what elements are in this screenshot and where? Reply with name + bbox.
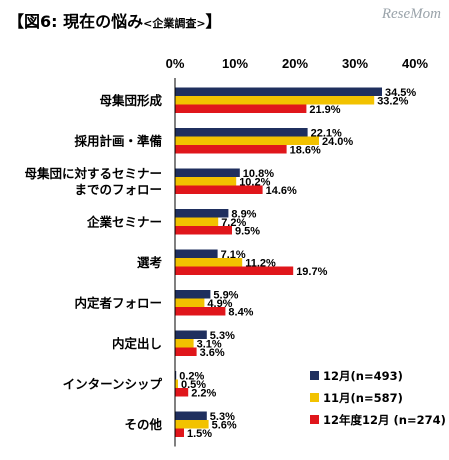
data-label: 5.9%: [213, 289, 238, 301]
legend-swatch: [310, 415, 319, 424]
data-label: 5.3%: [210, 411, 235, 423]
bar: [175, 258, 243, 267]
data-label: 10.8%: [243, 168, 274, 180]
category-label: その他: [124, 417, 162, 432]
legend-label: 11月(n=587): [323, 391, 403, 405]
data-label: 34.5%: [385, 87, 416, 99]
chart-title: 【図6: 現在の悩み<企業調査>】: [8, 8, 222, 32]
x-tick-label: 30%: [342, 56, 368, 71]
bar: [175, 266, 294, 275]
data-label: 24.0%: [322, 136, 353, 148]
legend-swatch: [310, 371, 319, 380]
bar: [175, 330, 207, 339]
category-label: 内定者フォロー: [74, 295, 162, 310]
category-label: インターンシップ: [63, 376, 163, 391]
category-label: 内定出し: [112, 336, 162, 351]
bar: [175, 87, 382, 96]
bar: [175, 217, 219, 226]
bar: [175, 388, 189, 397]
bar: [175, 209, 229, 218]
data-label: 22.1%: [311, 127, 342, 139]
bar: [175, 249, 218, 258]
data-label: 0.2%: [179, 370, 204, 382]
x-tick-label: 0%: [166, 56, 185, 71]
bar: [175, 339, 194, 348]
chart-title-sub: <企業調査>: [143, 17, 206, 30]
bar: [175, 136, 319, 145]
bar: [175, 145, 287, 154]
bar: [175, 168, 240, 177]
category-label: 企業セミナー: [86, 214, 162, 229]
bar: [175, 185, 263, 194]
x-tick-label: 20%: [282, 56, 308, 71]
data-label: 11.2%: [245, 257, 276, 269]
data-label: 5.3%: [210, 330, 235, 342]
data-label: 18.6%: [290, 144, 321, 156]
data-label: 3.6%: [200, 347, 225, 359]
x-tick-label: 40%: [402, 56, 428, 71]
bar: [175, 420, 209, 429]
category-label: 採用計画・準備: [74, 133, 162, 148]
legend-label: 12月(n=493): [323, 369, 403, 383]
bar: [175, 96, 375, 105]
data-label: 1.5%: [187, 428, 212, 440]
category-label: 選考: [137, 255, 162, 270]
data-label: 19.7%: [296, 266, 327, 278]
data-label: 8.4%: [228, 306, 253, 318]
x-tick-label: 10%: [222, 56, 248, 71]
bar: [175, 128, 308, 137]
bar: [175, 226, 232, 235]
category-label: までのフォロー: [74, 182, 162, 197]
bar: [175, 307, 226, 316]
resemom-watermark: ReseMom: [381, 6, 441, 22]
data-label: 3.1%: [197, 338, 222, 350]
data-label: 9.5%: [235, 225, 260, 237]
legend-label: 12年度12月 (n=274): [323, 413, 446, 427]
data-label: 8.9%: [231, 208, 256, 220]
bar: [175, 371, 177, 380]
data-label: 7.2%: [221, 217, 246, 229]
data-label: 2.2%: [191, 387, 216, 399]
data-label: 33.2%: [377, 95, 408, 107]
bar: [175, 290, 211, 299]
bar: [175, 428, 184, 437]
bar: [175, 347, 197, 356]
data-label: 21.9%: [309, 104, 340, 116]
data-label: 4.9%: [207, 298, 232, 310]
bar: [175, 411, 207, 420]
chart-title-main: 【図6: 現在の悩み: [8, 12, 144, 31]
category-label: 母集団形成: [99, 93, 162, 108]
data-label: 10.2%: [239, 176, 270, 188]
bar: [175, 104, 307, 113]
data-label: 7.1%: [221, 249, 246, 261]
category-label: 母集団に対するセミナー: [24, 166, 162, 181]
data-label: 5.6%: [212, 419, 237, 431]
chart-title-end: 】: [205, 12, 222, 31]
data-label: 14.6%: [266, 185, 297, 197]
bar: [175, 379, 178, 388]
bar: [175, 177, 237, 186]
bar: [175, 298, 205, 307]
data-label: 0.5%: [181, 379, 206, 391]
legend-swatch: [310, 393, 319, 402]
